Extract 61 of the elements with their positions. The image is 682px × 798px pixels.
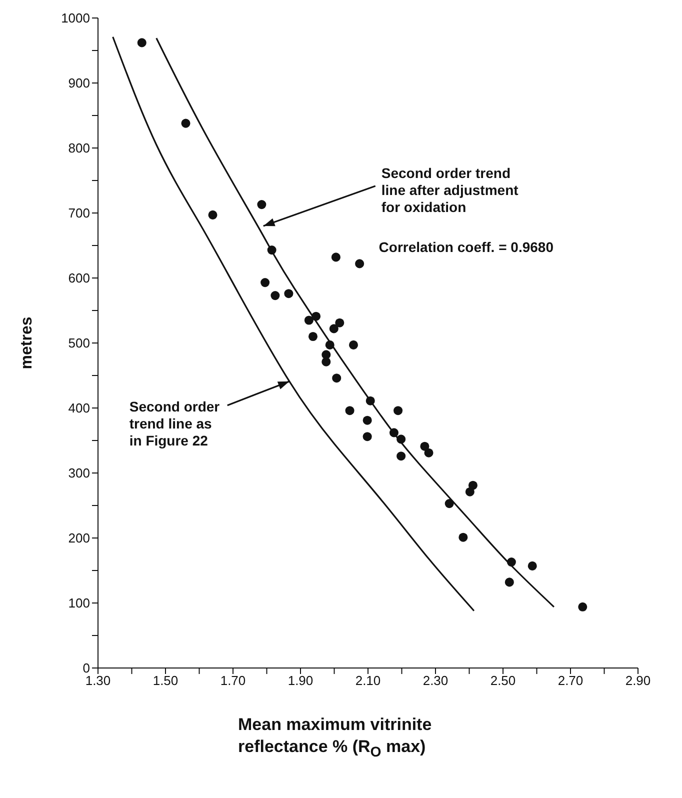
point (325, 340, 334, 350)
point (181, 118, 190, 128)
point (329, 324, 338, 334)
y-tick-label: 300 (68, 466, 90, 481)
point (284, 289, 294, 298)
x-tick-label: 2.70 (558, 673, 584, 688)
x-tick-label: 2.50 (490, 673, 516, 688)
y-tick-label: 700 (68, 206, 90, 221)
point (444, 499, 454, 508)
point (260, 278, 270, 288)
point (504, 578, 514, 587)
point (506, 558, 516, 567)
annotation: Second order trend line after adjustment for oxidation (381, 165, 519, 215)
y-axis-title: metres (18, 316, 36, 370)
y-tick-label: 1000 (61, 10, 90, 26)
y-tick-label: 0 (82, 660, 90, 676)
point (304, 316, 314, 325)
y-tick-label: 600 (68, 270, 90, 286)
y-tick-label: 100 (68, 596, 90, 611)
x-tick-label: 2.90 (625, 673, 651, 688)
point (420, 442, 430, 451)
annotation: Correlation coeff. = 0.9680 (378, 239, 554, 255)
point (366, 396, 375, 406)
y-tick-label: 200 (68, 530, 90, 546)
x-axis-title: Mean maximum vitrinite reflectance % (R$_{O}$ max) (238, 714, 433, 762)
point (396, 434, 406, 444)
point (267, 246, 276, 255)
x-tick-label: 2.30 (422, 673, 448, 688)
point (322, 357, 331, 366)
point (578, 602, 588, 612)
x-tick-label: 1.50 (152, 673, 178, 688)
x-tick-label: 1.70 (220, 673, 246, 688)
point (348, 340, 358, 350)
point (424, 448, 434, 458)
y-tick-label: 800 (68, 140, 90, 156)
point (362, 432, 372, 442)
point (208, 210, 218, 220)
point (257, 200, 266, 210)
point (312, 312, 321, 321)
point (355, 259, 364, 268)
point (332, 374, 342, 383)
point (331, 252, 340, 262)
point (396, 452, 406, 461)
y-tick-label: 500 (68, 336, 90, 351)
y-tick-label: 400 (68, 400, 90, 416)
point (308, 332, 318, 342)
point (345, 406, 354, 416)
point (389, 428, 398, 438)
x-tick-label: 1.30 (85, 673, 111, 688)
y-tick-label: 900 (68, 76, 90, 91)
point (362, 416, 372, 425)
point (270, 291, 280, 300)
annotation: Second order trend line as in Figure 22 (129, 398, 220, 448)
x-tick-label: 2.10 (355, 673, 381, 688)
point (137, 38, 146, 48)
point (394, 406, 403, 416)
x-tick-label: 1.90 (288, 673, 314, 688)
point (335, 318, 344, 328)
point (465, 487, 474, 496)
point (528, 561, 537, 570)
point (458, 532, 468, 542)
